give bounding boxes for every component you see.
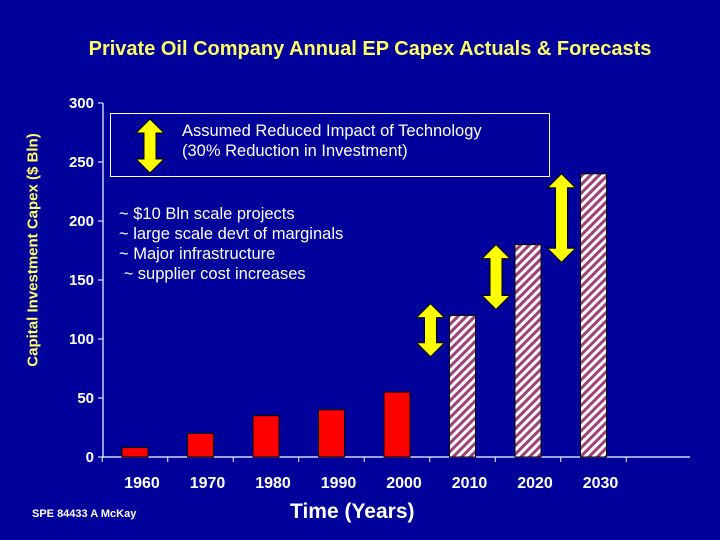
actual-bar <box>383 391 411 458</box>
actual-bar <box>252 415 280 458</box>
x-tick-label: 1990 <box>321 475 357 492</box>
y-tick-label: 250 <box>69 154 94 171</box>
annotation-list-item: ~ $10 Bln scale projects <box>119 205 295 223</box>
y-tick-label: 0 <box>86 449 94 466</box>
range-double-arrow <box>546 173 577 264</box>
annotation-list-item: ~ Major infrastructure <box>119 245 276 263</box>
double-arrow-icon <box>135 118 165 174</box>
x-tick-label: 2030 <box>583 475 619 492</box>
forecast-bar <box>449 314 476 458</box>
y-tick-label: 300 <box>69 95 94 112</box>
x-tick-label: 1970 <box>190 475 226 492</box>
forecast-bar <box>580 173 607 458</box>
x-tick-label: 2020 <box>517 475 553 492</box>
annotation-box-line-2: (30% Reduction in Investment) <box>182 142 408 160</box>
range-double-arrow <box>415 302 446 358</box>
annotation-box: Assumed Reduced Impact of Technology (30… <box>110 113 550 177</box>
forecast-bar <box>514 244 542 458</box>
annotation-list-item: ~ supplier cost increases <box>119 265 306 283</box>
x-tick-label: 1980 <box>255 475 291 492</box>
y-tick-label: 150 <box>69 272 94 289</box>
x-tick-label: 2010 <box>452 475 488 492</box>
x-axis-label: Time (Years) <box>290 500 415 523</box>
range-double-arrow <box>480 243 512 311</box>
actual-bar <box>318 409 345 458</box>
chart-title: Private Oil Company Annual EP Capex Actu… <box>88 38 652 60</box>
source-credit: SPE 84433 A McKay <box>32 508 137 520</box>
y-tick-label: 50 <box>77 390 94 407</box>
actual-bar <box>121 447 149 458</box>
x-tick-label: 1960 <box>124 475 160 492</box>
annotation-box-line-1: Assumed Reduced Impact of Technology <box>182 122 482 140</box>
actual-bar <box>187 432 214 458</box>
y-tick-label: 200 <box>69 213 94 230</box>
annotation-list: ~ $10 Bln scale projects ~ large scale d… <box>113 202 350 288</box>
y-tick-label: 100 <box>69 331 94 348</box>
annotation-list-item: ~ large scale devt of marginals <box>119 225 344 243</box>
x-tick-label: 2000 <box>386 475 422 492</box>
